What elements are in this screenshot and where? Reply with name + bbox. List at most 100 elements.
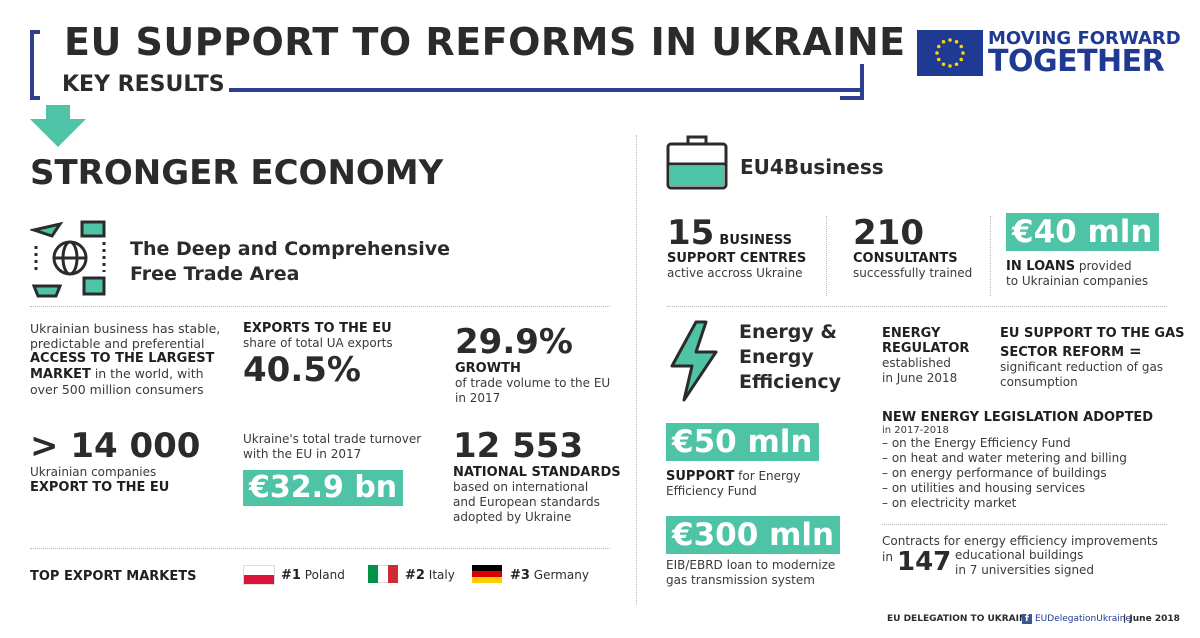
access-bold1: ACCESS TO THE LARGEST — [30, 351, 215, 366]
market-1: #1 Poland — [281, 568, 345, 583]
market-country: Germany — [533, 568, 589, 582]
consultants-value: 210 — [853, 213, 924, 253]
market-rank: #2 — [405, 568, 425, 583]
gas-sub2: consumption — [1000, 375, 1078, 389]
turnover-line2: with the EU in 2017 — [243, 447, 362, 461]
access-line3: in the world, with — [90, 366, 204, 381]
support-block: €50 mln SUPPORT for Energy Efficiency Fu… — [666, 423, 819, 499]
legislation-item: – on heat and water metering and billing — [882, 451, 1127, 465]
standards-sub1: based on international — [453, 480, 589, 494]
section-title: STRONGER ECONOMY — [30, 153, 444, 193]
regulator-sub2: in June 2018 — [882, 371, 958, 385]
consultants-sub: successfully trained — [853, 266, 973, 280]
loans-label: IN LOANS — [1006, 259, 1076, 274]
legislation-title: NEW ENERGY LEGISLATION ADOPTED — [882, 410, 1154, 425]
footer-facebook[interactable]: EUDelegationUkraine — [1035, 614, 1132, 624]
star-mark — [948, 64, 952, 68]
companies-value: > 14 000 — [30, 426, 201, 466]
star-mark — [961, 51, 965, 55]
access-line4: over 500 million consumers — [30, 382, 204, 397]
market-2: #2 Italy — [405, 568, 455, 583]
regulator-block: ENERGY REGULATOR established in June 201… — [882, 326, 969, 386]
growth-sub1: of trade volume to the EU — [455, 376, 611, 390]
contracts-line2: educational buildings — [955, 548, 1084, 562]
star-mark — [935, 51, 939, 55]
loan-sub2: gas transmission system — [666, 573, 815, 587]
standards-label: NATIONAL STANDARDS — [453, 465, 621, 480]
divider — [30, 548, 610, 549]
standards-value: 12 553 — [453, 426, 584, 466]
poland-flag-icon — [243, 565, 275, 585]
regulator-sub1: established — [882, 356, 951, 370]
eu-flag-icon — [917, 30, 983, 76]
dcfta-title-line1: The Deep and Comprehensive — [130, 238, 450, 260]
centres-block: 15 BUSINESS SUPPORT CENTRES active accro… — [667, 215, 806, 281]
star-mark — [954, 62, 959, 67]
top-markets-label: TOP EXPORT MARKETS — [30, 569, 197, 584]
divider — [30, 306, 610, 307]
footer-delegation: EU DELEGATION TO UKRAINE — [887, 614, 1033, 624]
growth-block: 29.9% GROWTH of trade volume to the EU i… — [455, 323, 610, 406]
consultants-label: CONSULTANTS — [853, 251, 958, 266]
support-value: €50 mln — [666, 423, 819, 461]
loan-value: €300 mln — [666, 516, 841, 554]
star-mark — [959, 44, 964, 49]
facebook-icon: f — [1022, 614, 1032, 624]
loan-block: €300 mln EIB/EBRD loan to modernize gas … — [666, 516, 841, 588]
companies-sub: Ukrainian companies — [30, 465, 157, 479]
legislation-item: – on utilities and housing services — [882, 481, 1086, 495]
standards-sub2: and European standards — [453, 495, 600, 509]
access-line1: Ukrainian business has stable, — [30, 321, 221, 336]
dcfta-title: The Deep and Comprehensive Free Trade Ar… — [130, 237, 450, 287]
turnover-line1: Ukraine's total trade turnover — [243, 432, 422, 446]
companies-bold: EXPORT TO THE EU — [30, 480, 170, 495]
italy-flag-icon — [368, 565, 398, 583]
contracts-in: in — [882, 550, 893, 564]
energy-title-line1: Energy & — [739, 321, 837, 343]
growth-sub2: in 2017 — [455, 391, 501, 405]
gas-sub1: significant reduction of gas — [1000, 360, 1164, 374]
standards-block: 12 553 NATIONAL STANDARDS based on inter… — [453, 427, 621, 525]
legislation-item: – on energy performance of buildings — [882, 466, 1107, 480]
divider — [667, 306, 1167, 307]
lightning-icon — [668, 320, 720, 406]
turnover-block: Ukraine's total trade turnover with the … — [243, 432, 421, 506]
dcfta-title-line2: Free Trade Area — [130, 263, 300, 285]
germany-flag-icon — [472, 565, 502, 583]
exports-label: EXPORTS TO THE EU — [243, 321, 392, 336]
legislation-years: in 2017-2018 — [882, 425, 949, 436]
growth-value: 29.9% — [455, 322, 573, 362]
market-country: Poland — [304, 568, 345, 582]
star-mark — [941, 62, 946, 67]
loans-sub2: to Ukrainian companies — [1006, 274, 1149, 288]
gas-eq: = — [1129, 342, 1142, 360]
centres-value: 15 — [667, 213, 715, 253]
exports-value: 40.5% — [243, 350, 361, 390]
market-rank: #3 — [510, 568, 530, 583]
energy-title-line3: Efficiency — [739, 371, 842, 393]
header-frame-left — [30, 30, 40, 100]
centres-sub: active accross Ukraine — [667, 266, 803, 280]
divider — [826, 216, 827, 296]
loans-value: €40 mln — [1006, 213, 1159, 251]
regulator-label1: ENERGY — [882, 326, 941, 341]
briefcase-icon — [666, 134, 728, 194]
legislation-item: – on electricity market — [882, 496, 1017, 510]
header-frame-bottom — [222, 88, 862, 92]
access-block: Ukrainian business has stable, predictab… — [30, 321, 230, 397]
star-mark — [936, 57, 941, 62]
contracts-value: 147 — [897, 547, 952, 577]
support-sub2: Efficiency Fund — [666, 484, 757, 498]
legislation-block: NEW ENERGY LEGISLATION ADOPTED in 2017-2… — [882, 410, 1153, 511]
legislation-item: – on the Energy Efficiency Fund — [882, 436, 1071, 450]
access-line2: predictable and preferential — [30, 336, 205, 351]
eu4business-title: EU4Business — [740, 155, 884, 179]
support-sub1: for Energy — [734, 469, 801, 483]
companies-block: > 14 000 Ukrainian companies EXPORT TO T… — [30, 427, 200, 495]
centres-label1: BUSINESS — [719, 233, 792, 248]
growth-label: GROWTH — [455, 361, 521, 376]
gas-block: EU SUPPORT TO THE GAS SECTOR REFORM = si… — [1000, 326, 1185, 390]
star-mark — [941, 39, 946, 44]
page-subtitle: KEY RESULTS — [58, 72, 229, 97]
loans-block: €40 mln IN LOANS provided to Ukrainian c… — [1006, 213, 1159, 289]
